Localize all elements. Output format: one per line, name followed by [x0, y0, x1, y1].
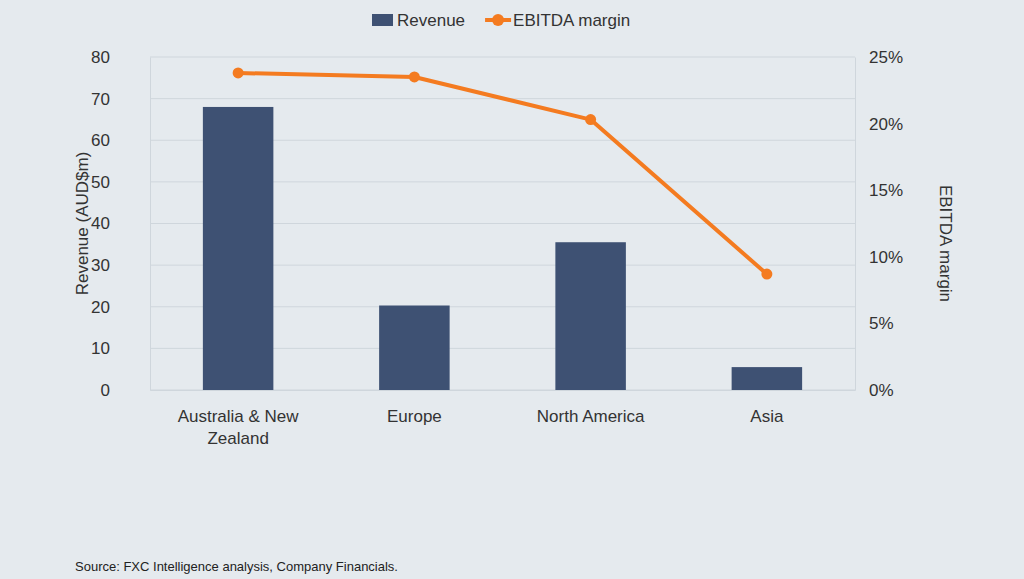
y-axis: 0 10 20 30 40 50 60 70 80: [91, 48, 150, 400]
tick-label: 70: [91, 90, 110, 109]
tick: 70: [91, 90, 150, 109]
tick: 80: [91, 48, 150, 67]
axis-line: [855, 58, 856, 391]
axis-line: [150, 58, 151, 391]
tick: 30: [91, 256, 150, 275]
tick: 0: [101, 381, 150, 400]
legend-swatch: [372, 14, 393, 26]
tick-label: 10%: [869, 248, 903, 267]
tick: Australia & NewZealand: [178, 390, 300, 448]
y2-axis: 0% 5% 10% 15% 20% 25%: [855, 48, 903, 400]
tick-label: Australia & NewZealand: [178, 407, 300, 448]
marker: [761, 269, 772, 280]
chart: 0 10 20 30 40 50 60 70 80 0% 5% 10% 15% 20% 25% Austral…: [0, 0, 1024, 579]
tick: 10: [91, 339, 150, 358]
tick-label: 5%: [869, 314, 894, 333]
tick-label: 20%: [869, 115, 903, 134]
tick-label: 30: [91, 256, 110, 275]
tick: 60: [91, 131, 150, 150]
tick: 10%: [855, 248, 903, 267]
grid-line: [150, 57, 855, 58]
axis-title: Revenue (AUD$m): [73, 152, 92, 296]
source-note: Source: FXC Intelligence analysis, Compa…: [75, 559, 398, 574]
legend-item: Revenue: [372, 11, 465, 30]
legend-item: EBITDA margin: [485, 11, 630, 30]
legend: Revenue EBITDA margin: [372, 11, 630, 30]
tick-label: 0: [101, 381, 110, 400]
tick: 0%: [855, 381, 894, 400]
tick-label: Asia: [750, 407, 784, 426]
marker: [585, 114, 596, 125]
tick-label: Europe: [387, 407, 442, 426]
legend-label: Revenue: [397, 11, 465, 30]
tick-label: 10: [91, 339, 110, 358]
bar: [555, 242, 626, 390]
tick-label: North America: [537, 407, 645, 426]
tick: 50: [91, 173, 150, 192]
tick: 20: [91, 298, 150, 317]
tick: North America: [537, 390, 645, 426]
tick-label: 80: [91, 48, 110, 67]
tick: 25%: [855, 48, 903, 67]
bar: [203, 107, 274, 390]
legend-label: EBITDA margin: [513, 11, 630, 30]
tick-label: 15%: [869, 181, 903, 200]
bar: [732, 367, 803, 390]
tick-label: 50: [91, 173, 110, 192]
tick: Asia: [750, 390, 784, 426]
tick: Europe: [387, 390, 442, 426]
tick: 5%: [855, 314, 894, 333]
legend-swatch: [492, 14, 504, 26]
tick-label: 40: [91, 214, 110, 233]
line: [238, 73, 767, 274]
bar: [379, 306, 450, 390]
plot-area: [203, 67, 802, 390]
x-axis: Australia & NewZealand Europe North Americ…: [151, 390, 856, 448]
tick-label: 20: [91, 298, 110, 317]
tick-label: 25%: [869, 48, 903, 67]
axis-title: EBITDA margin: [936, 185, 955, 302]
axis-line: [151, 390, 856, 391]
grid: [150, 57, 855, 390]
marker: [409, 71, 420, 82]
tick: 40: [91, 214, 150, 233]
tick: 20%: [855, 115, 903, 134]
tick: 15%: [855, 181, 903, 200]
tick-label: 60: [91, 131, 110, 150]
tick-label: 0%: [869, 381, 894, 400]
marker: [233, 67, 244, 78]
